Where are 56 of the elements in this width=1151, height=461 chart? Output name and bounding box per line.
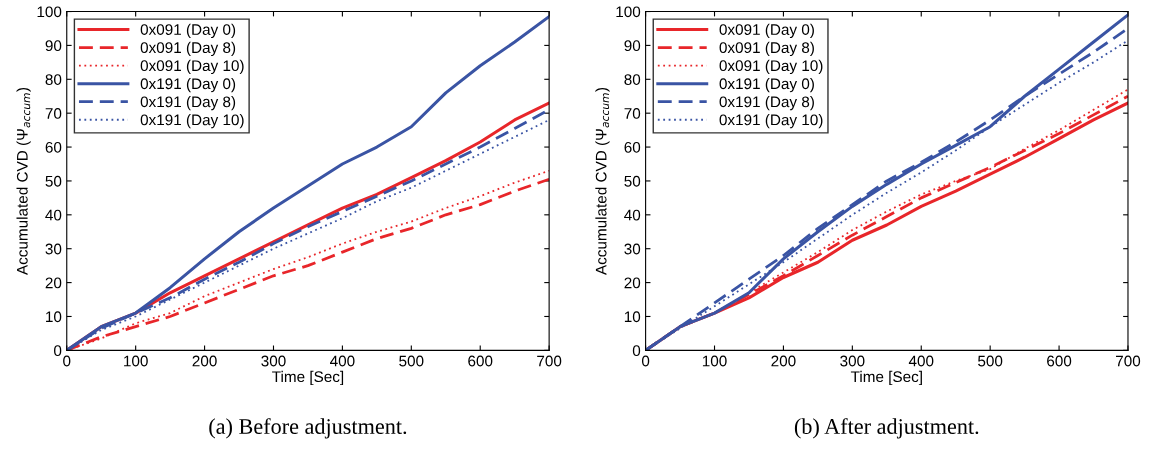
x-tick-label: 0: [63, 355, 71, 367]
text: (b) After adjustment.: [794, 418, 979, 439]
x-tick-label: 500: [399, 355, 424, 367]
y-tick-label: 100: [37, 6, 62, 18]
x-tick-label: 600: [1047, 355, 1072, 367]
x-tick-label: 100: [124, 355, 148, 367]
y-axis-title: Accumulated CVD (Ψ$_{accum}$): [16, 87, 31, 276]
legend-label: 0x191 (Day 8): [719, 95, 814, 111]
legend-label: 0x191 (Day 8): [140, 95, 236, 111]
legend-label: 0x091 (Day 10): [719, 59, 823, 75]
legend-label: 0x091 (Day 0): [140, 23, 236, 38]
x-tick-label: 700: [537, 355, 562, 367]
x-axis-title: Time [Sec]: [272, 370, 344, 386]
legend-label: 0x191 (Day 10): [140, 114, 244, 129]
y-tick-label: 70: [45, 108, 62, 119]
y-tick-label: 100: [616, 6, 641, 18]
y-tick-label: 10: [46, 311, 62, 323]
legend-label: 0x091 (Day 8): [140, 41, 236, 57]
x-tick-label: 500: [978, 355, 1003, 367]
y-tick-label: 90: [624, 40, 641, 52]
y-axis-title: Accumulated CVD (Ψ$_{accum}$): [595, 87, 610, 276]
x-tick-label: 400: [908, 355, 934, 367]
x-tick-label: 600: [468, 355, 493, 367]
legend-label: 0x091 (Day 8): [719, 41, 814, 57]
legend-label: 0x091 (Day 0): [719, 23, 814, 38]
x-tick-label: 700: [1116, 355, 1141, 367]
y-tick-label: 60: [45, 141, 62, 153]
y-tick-label: 30: [624, 243, 641, 255]
y-tick-label: 0: [632, 345, 641, 357]
y-tick-label: 60: [624, 141, 641, 153]
legend-label: 0x191 (Day 10): [719, 114, 823, 129]
x-axis-title: Time [Sec]: [850, 370, 922, 386]
y-tick-label: 50: [45, 175, 62, 187]
y-tick-label: 20: [45, 277, 62, 289]
x-tick-label: 400: [330, 355, 355, 367]
x-tick-label: 300: [261, 355, 286, 367]
x-tick-label: 200: [192, 355, 217, 367]
y-tick-label: 70: [624, 108, 641, 119]
y-tick-label: 90: [45, 40, 62, 52]
y-tick-label: 50: [624, 175, 641, 187]
x-tick-label: 0: [641, 355, 650, 367]
y-tick-label: 30: [45, 243, 62, 255]
y-tick-label: 10: [624, 311, 641, 323]
y-tick-label: 80: [45, 74, 62, 85]
x-tick-label: 300: [840, 355, 865, 367]
text: (a) Before adjustment.: [209, 418, 407, 439]
y-tick-label: 40: [624, 209, 641, 221]
y-tick-label: 20: [624, 277, 641, 289]
x-tick-label: 200: [771, 355, 796, 367]
legend-label: 0x091 (Day 10): [140, 59, 244, 75]
y-tick-label: 80: [624, 74, 641, 85]
legend-label: 0x191 (Day 0): [140, 77, 236, 93]
legend-label: 0x191 (Day 0): [719, 77, 814, 93]
y-tick-label: 40: [45, 209, 62, 221]
x-tick-label: 100: [702, 355, 727, 367]
y-tick-label: 0: [54, 345, 62, 357]
